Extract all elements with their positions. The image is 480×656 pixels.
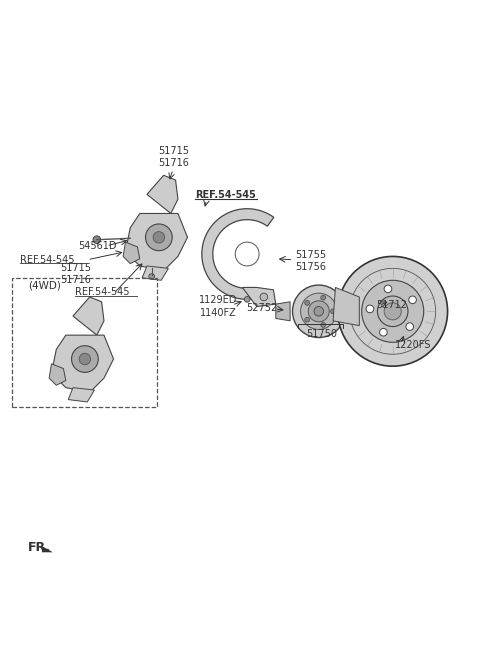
Circle shape bbox=[321, 323, 325, 327]
Polygon shape bbox=[51, 335, 114, 392]
Circle shape bbox=[300, 293, 337, 329]
Polygon shape bbox=[49, 364, 66, 385]
Circle shape bbox=[308, 301, 329, 322]
Text: 51755
51756: 51755 51756 bbox=[295, 250, 326, 272]
Polygon shape bbox=[73, 297, 104, 335]
Polygon shape bbox=[333, 287, 360, 325]
Circle shape bbox=[384, 302, 401, 320]
Circle shape bbox=[305, 318, 310, 322]
Polygon shape bbox=[276, 302, 290, 321]
Circle shape bbox=[409, 296, 416, 304]
Circle shape bbox=[244, 297, 250, 302]
Circle shape bbox=[260, 293, 268, 301]
Circle shape bbox=[305, 300, 310, 305]
Circle shape bbox=[79, 354, 91, 365]
Circle shape bbox=[145, 224, 172, 251]
Text: 1129ED
1140FZ: 1129ED 1140FZ bbox=[199, 295, 238, 318]
Text: FR.: FR. bbox=[28, 541, 51, 554]
Circle shape bbox=[362, 280, 424, 342]
Text: 51715
51716: 51715 51716 bbox=[60, 262, 91, 285]
Bar bbox=[12, 278, 157, 407]
Circle shape bbox=[331, 309, 336, 314]
Circle shape bbox=[153, 232, 165, 243]
Circle shape bbox=[377, 296, 408, 327]
Text: REF.54-545: REF.54-545 bbox=[75, 287, 130, 297]
Text: 51750: 51750 bbox=[307, 329, 337, 339]
Circle shape bbox=[314, 306, 324, 316]
Circle shape bbox=[384, 285, 392, 293]
Polygon shape bbox=[68, 388, 95, 402]
Circle shape bbox=[406, 323, 414, 331]
Text: REF.54-545: REF.54-545 bbox=[195, 190, 255, 200]
Polygon shape bbox=[42, 546, 53, 552]
Circle shape bbox=[93, 236, 101, 243]
Circle shape bbox=[338, 256, 447, 366]
Circle shape bbox=[235, 242, 259, 266]
Text: REF.54-545: REF.54-545 bbox=[21, 255, 75, 265]
Circle shape bbox=[72, 346, 98, 373]
Polygon shape bbox=[142, 266, 168, 280]
Polygon shape bbox=[202, 209, 274, 299]
Circle shape bbox=[149, 274, 155, 279]
Polygon shape bbox=[147, 175, 178, 213]
Circle shape bbox=[380, 329, 387, 336]
Circle shape bbox=[366, 305, 374, 313]
Circle shape bbox=[292, 285, 345, 338]
Text: 52752: 52752 bbox=[246, 303, 277, 313]
Polygon shape bbox=[242, 287, 276, 306]
Text: 51715
51716: 51715 51716 bbox=[158, 146, 189, 168]
Text: 51712: 51712 bbox=[376, 300, 407, 310]
Polygon shape bbox=[125, 213, 188, 271]
Circle shape bbox=[321, 295, 325, 300]
Polygon shape bbox=[123, 242, 140, 264]
Text: 54561D: 54561D bbox=[78, 241, 116, 251]
Text: (4WD): (4WD) bbox=[28, 280, 60, 290]
Text: 1220FS: 1220FS bbox=[395, 340, 432, 350]
